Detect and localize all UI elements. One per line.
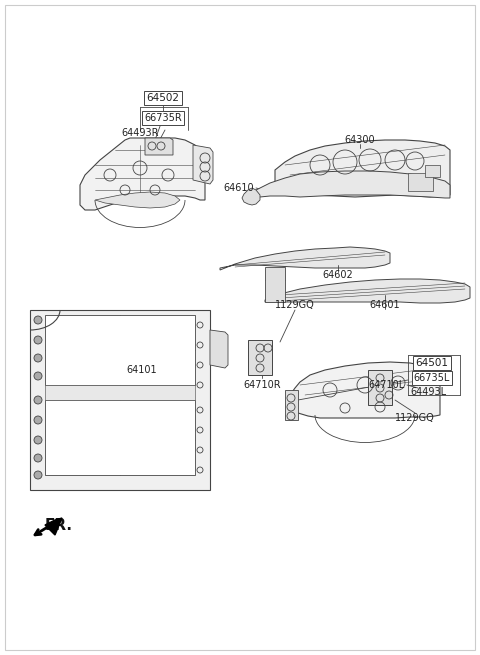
- Polygon shape: [368, 370, 392, 405]
- Polygon shape: [265, 267, 285, 302]
- Polygon shape: [95, 192, 180, 208]
- Polygon shape: [193, 145, 213, 184]
- Polygon shape: [30, 310, 210, 490]
- Circle shape: [34, 416, 42, 424]
- Polygon shape: [265, 279, 470, 303]
- Text: 64710L: 64710L: [369, 380, 405, 390]
- Polygon shape: [80, 138, 205, 210]
- Circle shape: [34, 336, 42, 344]
- Text: 64493R: 64493R: [121, 128, 159, 138]
- Polygon shape: [242, 188, 260, 205]
- Polygon shape: [45, 315, 195, 385]
- Text: 64502: 64502: [146, 93, 180, 103]
- Polygon shape: [275, 140, 450, 197]
- Circle shape: [34, 436, 42, 444]
- Text: 64710R: 64710R: [243, 380, 281, 390]
- Text: 64602: 64602: [323, 270, 353, 280]
- Polygon shape: [210, 330, 228, 368]
- Circle shape: [34, 454, 42, 462]
- Polygon shape: [290, 362, 440, 418]
- Circle shape: [34, 372, 42, 380]
- Circle shape: [34, 354, 42, 362]
- Circle shape: [34, 316, 42, 324]
- Bar: [408, 173, 433, 191]
- Circle shape: [34, 396, 42, 404]
- Text: 64300: 64300: [345, 135, 375, 145]
- Polygon shape: [145, 138, 173, 155]
- Text: 64501: 64501: [416, 358, 448, 368]
- Circle shape: [34, 471, 42, 479]
- Text: 66735R: 66735R: [144, 113, 182, 123]
- Text: 64101: 64101: [127, 365, 157, 375]
- Polygon shape: [248, 340, 272, 375]
- Text: 1129GQ: 1129GQ: [395, 413, 435, 423]
- Polygon shape: [45, 518, 62, 535]
- Text: 1129GQ: 1129GQ: [275, 300, 315, 310]
- Bar: [425, 165, 440, 177]
- Polygon shape: [220, 247, 390, 270]
- Polygon shape: [285, 390, 298, 420]
- Text: 66735L: 66735L: [414, 373, 450, 383]
- Text: 64601: 64601: [370, 300, 400, 310]
- Text: 64493L: 64493L: [410, 387, 446, 397]
- Polygon shape: [45, 385, 195, 400]
- Polygon shape: [45, 400, 195, 475]
- Text: FR.: FR.: [45, 517, 73, 533]
- Polygon shape: [252, 171, 450, 198]
- Text: 64610: 64610: [223, 183, 254, 193]
